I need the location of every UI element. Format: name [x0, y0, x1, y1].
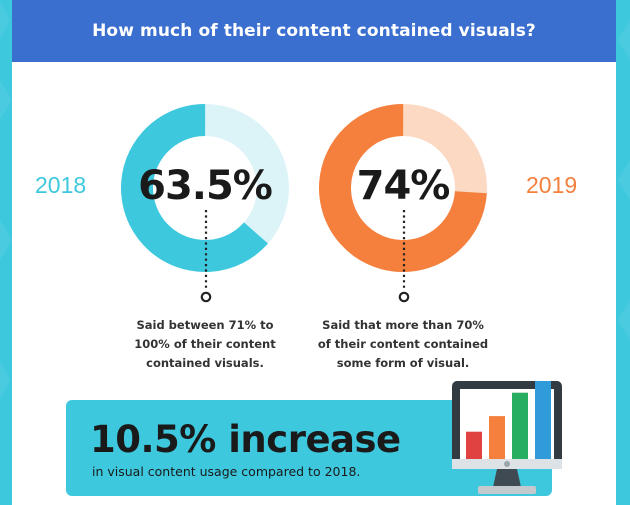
value-label-2018: 63.5%	[138, 163, 273, 209]
year-label-2019: 2019	[526, 172, 578, 198]
page-title: How much of their content contained visu…	[92, 21, 536, 41]
monitor-bar	[489, 416, 505, 459]
description-2018-line-1: Said between 71% to	[136, 318, 274, 332]
increase-subtext: in visual content usage compared to 2018…	[92, 464, 361, 479]
leader-line-2018	[200, 210, 212, 303]
description-2019-line-2: of their content contained	[317, 337, 489, 351]
description-2019: Said that more than 70% of their content…	[303, 316, 503, 373]
monitor-bar	[512, 392, 528, 459]
leader-line-2019	[398, 210, 410, 303]
description-2018: Said between 71% to 100% of their conten…	[105, 316, 305, 373]
monitor-bar	[535, 381, 551, 459]
description-2019-line-1: Said that more than 70%	[322, 318, 484, 332]
increase-banner: 10.5% increase in visual content usage c…	[66, 400, 552, 496]
donut-slice-2019	[319, 104, 487, 272]
header-bar: How much of their content contained visu…	[12, 0, 616, 62]
monitor-bar	[466, 431, 482, 459]
description-2019-line-3: some form of visual.	[336, 356, 470, 370]
donut-chart-2019	[319, 104, 487, 272]
year-label-2018: 2018	[35, 172, 87, 198]
donut-slice-2018	[120, 103, 289, 272]
donut-chart-2018	[120, 103, 289, 272]
monitor-bar-chart-icon	[452, 381, 562, 494]
description-2018-line-2: 100% of their content	[134, 337, 276, 351]
description-2018-line-3: contained visuals.	[146, 356, 264, 370]
increase-headline: 10.5% increase	[90, 418, 401, 461]
value-label-2019: 74%	[356, 163, 451, 209]
